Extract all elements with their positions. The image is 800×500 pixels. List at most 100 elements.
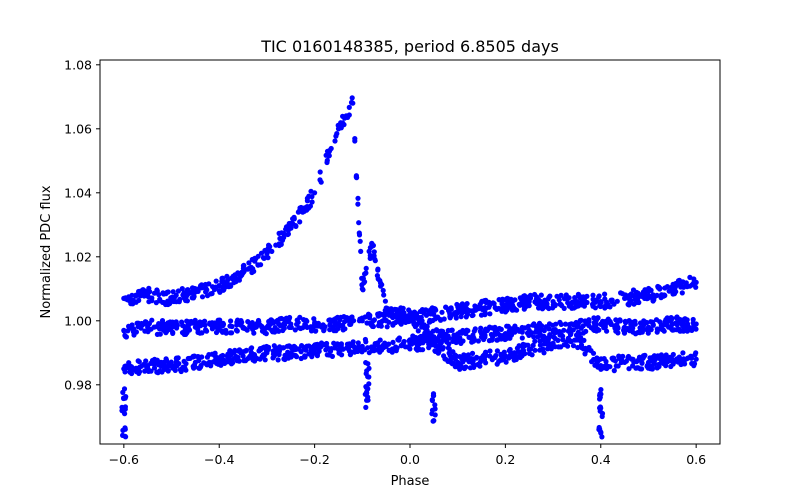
data-point — [362, 271, 368, 277]
data-point — [530, 322, 536, 328]
data-point — [468, 356, 474, 362]
data-point — [455, 308, 461, 314]
data-point — [494, 348, 500, 354]
data-point — [431, 340, 437, 346]
data-point — [309, 199, 315, 205]
data-point — [183, 361, 189, 367]
data-point — [504, 307, 510, 313]
data-point — [689, 355, 695, 361]
data-point — [575, 344, 581, 351]
data-point — [133, 292, 139, 298]
data-point — [185, 324, 191, 330]
data-point — [531, 334, 537, 340]
data-point — [693, 279, 699, 285]
data-point — [613, 323, 619, 329]
data-point — [663, 363, 669, 369]
data-point — [578, 296, 584, 302]
data-point — [125, 328, 131, 334]
data-point — [168, 324, 175, 330]
data-point — [645, 359, 652, 365]
data-point — [612, 358, 619, 364]
data-point — [478, 305, 485, 311]
data-point — [202, 322, 208, 328]
data-point — [165, 368, 171, 374]
data-point — [374, 273, 380, 279]
data-point — [641, 318, 647, 324]
data-point — [175, 288, 181, 294]
data-point — [628, 291, 634, 297]
data-point — [204, 328, 210, 334]
data-point — [420, 323, 426, 329]
data-point — [592, 305, 599, 311]
data-point — [590, 292, 596, 298]
data-point — [603, 358, 609, 365]
data-point — [532, 347, 538, 353]
plot-frame — [99, 59, 721, 445]
data-point — [538, 292, 544, 298]
data-point — [465, 307, 471, 313]
data-point — [677, 320, 683, 326]
data-point — [579, 301, 585, 307]
data-point — [157, 331, 163, 337]
data-point — [443, 304, 449, 310]
data-point — [522, 293, 528, 299]
data-point — [525, 323, 532, 329]
data-point — [184, 330, 190, 336]
data-point — [566, 322, 572, 328]
data-point — [689, 360, 695, 367]
data-point — [413, 346, 419, 352]
data-point — [471, 335, 477, 341]
data-point — [233, 353, 239, 360]
data-point — [221, 357, 227, 363]
data-point — [297, 314, 303, 320]
data-point — [597, 391, 603, 397]
data-point — [295, 319, 301, 325]
data-point — [264, 350, 270, 356]
data-point — [121, 295, 127, 301]
data-point — [301, 346, 307, 352]
data-point — [449, 327, 455, 333]
data-point — [326, 352, 332, 358]
data-point — [386, 311, 392, 317]
data-point — [693, 321, 699, 327]
data-point — [366, 365, 372, 371]
data-point — [550, 340, 556, 346]
data-point — [227, 323, 233, 329]
data-point — [216, 288, 222, 294]
data-point — [626, 366, 632, 372]
data-point — [464, 327, 470, 333]
data-point — [383, 318, 389, 324]
data-point — [288, 350, 294, 356]
data-point — [625, 355, 631, 361]
data-point — [459, 301, 465, 307]
data-point — [478, 331, 485, 337]
data-point — [359, 318, 365, 324]
data-point — [645, 330, 651, 336]
data-point — [487, 348, 493, 354]
y-tick-label: 1.08 — [64, 57, 92, 72]
data-point — [224, 273, 230, 279]
data-point — [634, 359, 640, 365]
data-point — [499, 296, 506, 302]
data-point — [369, 241, 375, 247]
data-point — [455, 334, 461, 340]
data-point — [545, 335, 551, 341]
data-point — [135, 324, 141, 330]
data-point — [161, 321, 167, 327]
data-point — [386, 347, 392, 353]
data-point — [288, 321, 294, 327]
data-point — [507, 335, 513, 341]
data-point — [492, 324, 498, 330]
data-point — [659, 322, 665, 328]
data-point — [125, 363, 131, 369]
data-point — [481, 336, 487, 343]
data-point — [504, 296, 510, 302]
data-point — [677, 359, 683, 365]
data-point — [457, 354, 463, 360]
data-point — [363, 384, 369, 390]
data-point — [291, 216, 297, 222]
data-point — [163, 356, 169, 362]
data-point — [382, 311, 388, 317]
data-point — [599, 434, 605, 440]
data-point — [391, 314, 398, 320]
